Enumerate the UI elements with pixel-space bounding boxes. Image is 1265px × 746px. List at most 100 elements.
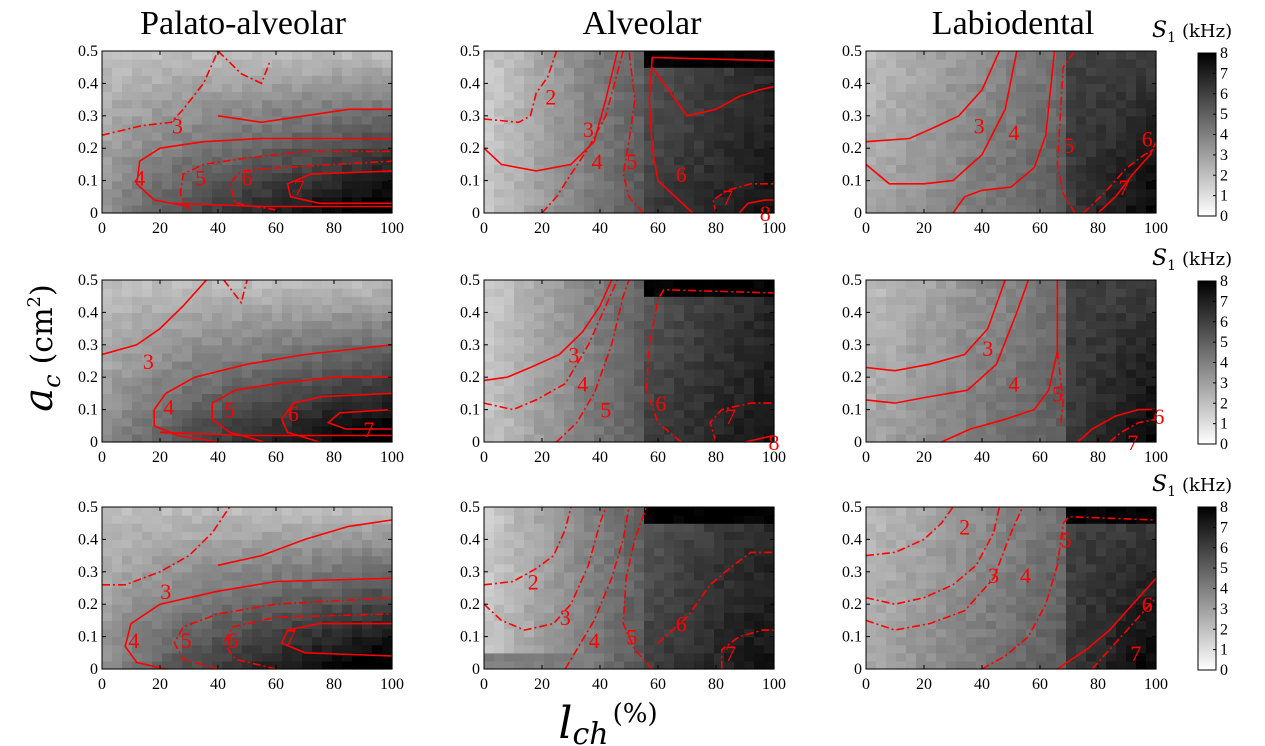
heatmap-cell xyxy=(362,361,373,370)
heatmap-cell xyxy=(886,393,897,403)
heatmap-cell xyxy=(1126,140,1137,149)
heatmap-cell xyxy=(142,644,153,654)
contour-line xyxy=(709,402,774,443)
heatmap-cell xyxy=(654,571,665,581)
heatmap-cell xyxy=(594,409,605,419)
heatmap-cell xyxy=(172,336,183,346)
heatmap-cell xyxy=(122,361,133,370)
heatmap-cell xyxy=(724,296,735,305)
heatmap-cell xyxy=(192,409,203,419)
heatmap-cell xyxy=(112,132,123,141)
heatmap-cell xyxy=(212,328,223,338)
heatmap-cell xyxy=(876,67,887,76)
heatmap-cell xyxy=(102,123,113,133)
heatmap-cell xyxy=(654,115,665,125)
heatmap-cell xyxy=(1106,336,1117,346)
heatmap-cell xyxy=(634,107,645,117)
heatmap-cell xyxy=(282,312,293,322)
heatmap-cell xyxy=(242,507,253,516)
heatmap-cell xyxy=(232,352,243,362)
heatmap-cell xyxy=(624,579,635,589)
heatmap-cell xyxy=(886,115,897,125)
heatmap-cell xyxy=(504,620,515,630)
heatmap-cell xyxy=(1046,352,1057,362)
heatmap-cell xyxy=(172,539,183,549)
heatmap-cell xyxy=(634,393,645,403)
heatmap-cell xyxy=(554,417,565,427)
heatmap-cell xyxy=(192,652,203,662)
heatmap-cell xyxy=(966,164,977,174)
heatmap-cell xyxy=(564,571,575,581)
heatmap-cell xyxy=(906,280,917,289)
heatmap-cell xyxy=(584,123,595,133)
heatmap-cell xyxy=(1066,115,1077,125)
heatmap-cell xyxy=(886,369,897,378)
heatmap-cell xyxy=(866,156,877,165)
heatmap-cell xyxy=(714,164,725,174)
heatmap-cell xyxy=(162,312,173,322)
heatmap-cell xyxy=(322,164,333,174)
heatmap-cell xyxy=(926,352,937,362)
heatmap-cell xyxy=(122,75,133,84)
y-tick-label: 0 xyxy=(472,434,480,451)
heatmap-cell xyxy=(634,196,645,206)
heatmap-cell xyxy=(112,204,123,214)
heatmap-cell xyxy=(534,75,545,84)
heatmap-cell xyxy=(534,156,545,165)
heatmap-cell xyxy=(956,328,967,338)
heatmap-cell xyxy=(624,652,635,662)
heatmap-cell xyxy=(634,320,645,330)
heatmap-cell xyxy=(504,369,515,378)
heatmap-cell xyxy=(494,75,505,84)
heatmap-cell xyxy=(222,107,233,117)
heatmap-cell xyxy=(362,140,373,149)
heatmap-cell xyxy=(332,393,343,403)
heatmap-cell xyxy=(614,352,625,362)
heatmap-cell xyxy=(322,156,333,165)
contour-label: 6 xyxy=(1142,127,1153,152)
heatmap-cell xyxy=(292,83,303,93)
heatmap-cell xyxy=(644,644,655,654)
heatmap-cell xyxy=(906,180,917,190)
heatmap-cell xyxy=(724,115,735,125)
heatmap-cell xyxy=(222,99,233,109)
heatmap-cell xyxy=(976,361,987,370)
heatmap-cell xyxy=(866,172,877,182)
heatmap-cell xyxy=(876,280,887,289)
heatmap-cell xyxy=(624,596,635,605)
x-tick-label: 20 xyxy=(534,220,550,237)
heatmap-cell xyxy=(132,555,143,565)
y-tick-label: 0.3 xyxy=(842,337,862,354)
heatmap-cell xyxy=(232,83,243,93)
heatmap-cell xyxy=(102,352,113,362)
heatmap-cell xyxy=(544,393,555,403)
heatmap-cell xyxy=(714,563,725,573)
heatmap-cell xyxy=(724,628,735,638)
heatmap-cell xyxy=(322,123,333,133)
x-tick-label: 0 xyxy=(98,220,106,237)
heatmap-cell xyxy=(222,352,233,362)
heatmap-cell xyxy=(142,515,153,524)
heatmap-cell xyxy=(1076,59,1087,68)
heatmap-cell xyxy=(634,571,645,581)
heatmap-cell xyxy=(1146,320,1157,330)
heatmap-cell xyxy=(664,628,675,638)
heatmap-cell xyxy=(594,312,605,322)
heatmap-cell xyxy=(684,620,695,630)
heatmap-cell xyxy=(724,140,735,149)
heatmap-cell xyxy=(332,107,343,117)
heatmap-cell xyxy=(302,523,313,532)
heatmap-cell xyxy=(1056,433,1067,443)
heatmap-cell xyxy=(382,75,393,84)
heatmap-cell xyxy=(1126,107,1137,117)
y-tick-label: 0.1 xyxy=(78,402,98,419)
heatmap-cell xyxy=(764,409,775,419)
heatmap-cell xyxy=(212,156,223,165)
heatmap-cell xyxy=(734,188,745,198)
heatmap-cell xyxy=(1046,180,1057,190)
heatmap-cell xyxy=(242,555,253,565)
heatmap-cell xyxy=(624,304,635,313)
heatmap-cell xyxy=(212,539,223,549)
heatmap-cell xyxy=(734,628,745,638)
